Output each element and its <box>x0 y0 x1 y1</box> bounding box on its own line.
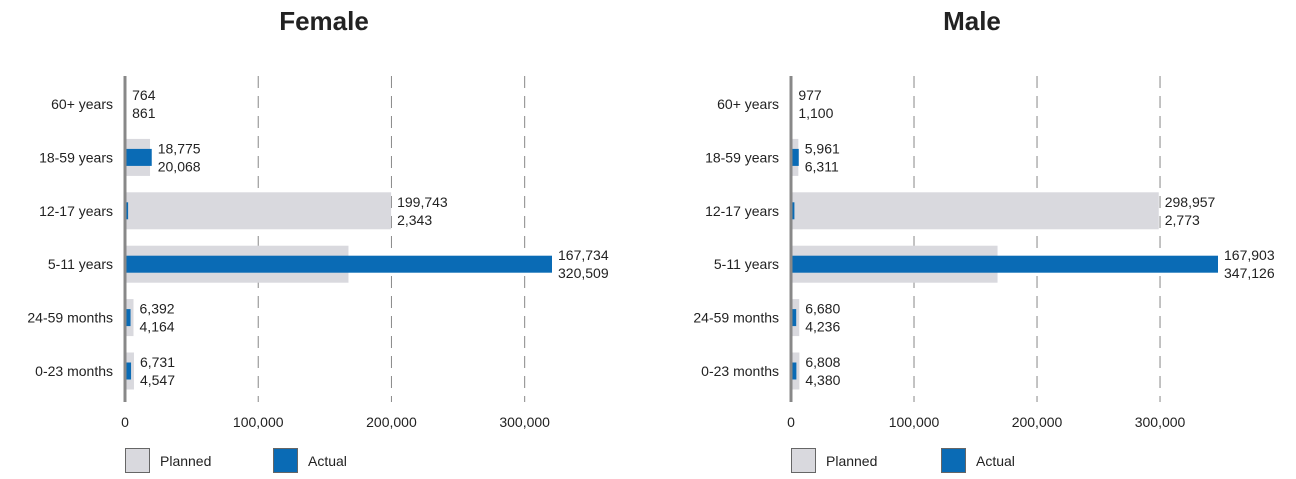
planned-value-label: 167,734 <box>558 247 609 263</box>
legend-label-planned: Planned <box>160 452 212 469</box>
legend-item-actual: Actual <box>273 448 347 473</box>
actual-bar <box>125 148 152 166</box>
actual-value-label: 4,236 <box>805 319 840 335</box>
category-label: 60+ years <box>717 96 779 112</box>
x-tick-label: 300,000 <box>1135 414 1186 430</box>
female-chart-title: Female <box>279 6 369 36</box>
actual-bar <box>791 255 1218 273</box>
planned-value-label: 167,903 <box>1224 247 1275 263</box>
planned-value-label: 6,392 <box>140 301 175 317</box>
actual-swatch <box>941 448 966 473</box>
category-label: 24-59 months <box>693 310 779 326</box>
category-label: 5-11 years <box>48 256 113 272</box>
legend-item-planned: Planned <box>791 448 877 473</box>
category-label: 18-59 years <box>39 149 113 165</box>
planned-value-label: 977 <box>798 87 822 103</box>
actual-value-label: 20,068 <box>158 158 201 174</box>
actual-bar <box>125 255 552 273</box>
x-tick-label: 100,000 <box>889 414 940 430</box>
actual-value-label: 2,773 <box>1165 212 1200 228</box>
x-tick-label: 200,000 <box>1012 414 1063 430</box>
actual-bar <box>125 202 129 220</box>
x-tick-label: 0 <box>121 414 129 430</box>
planned-value-label: 764 <box>132 87 156 103</box>
planned-value-label: 6,808 <box>805 354 840 370</box>
actual-value-label: 2,343 <box>397 212 432 228</box>
planned-value-label: 6,731 <box>140 354 175 370</box>
planned-bar <box>125 192 392 230</box>
x-tick-label: 300,000 <box>499 414 550 430</box>
category-label: 0-23 months <box>701 363 779 379</box>
male-chart-panel: Male 0 100,000 200,000 300,000 60+ years 977 1… <box>648 0 1296 479</box>
planned-value-label: 298,957 <box>1165 194 1216 210</box>
actual-bar <box>791 148 799 166</box>
female-chart-panel: Female 0 100,000 200,000 300,000 60+ years 76… <box>27 6 609 473</box>
planned-swatch <box>791 448 816 473</box>
category-label: 5-11 years <box>714 256 779 272</box>
category-label: 0-23 months <box>35 363 113 379</box>
legend-label-actual: Actual <box>308 452 347 469</box>
category-label: 12-17 years <box>39 203 113 219</box>
category-label: 12-17 years <box>705 203 779 219</box>
category-label: 24-59 months <box>27 310 113 326</box>
x-tick-label: 200,000 <box>366 414 417 430</box>
female-bar-chart: 0 100,000 200,000 300,000 60+ years 764 861 18-… <box>27 76 609 430</box>
actual-value-label: 347,126 <box>1224 265 1275 281</box>
x-tick-label: 0 <box>787 414 795 430</box>
male-bar-chart: 0 100,000 200,000 300,000 60+ years 977 1,100 1… <box>693 76 1275 430</box>
actual-value-label: 4,380 <box>805 372 840 388</box>
planned-swatch <box>125 448 150 473</box>
legend-item-planned: Planned <box>125 448 211 473</box>
planned-value-label: 199,743 <box>397 194 448 210</box>
actual-bar <box>791 362 797 380</box>
actual-value-label: 4,164 <box>140 319 175 335</box>
actual-value-label: 6,311 <box>805 158 839 174</box>
category-label: 18-59 years <box>705 149 779 165</box>
actual-bar <box>791 202 795 220</box>
planned-value-label: 5,961 <box>805 140 840 156</box>
legend-item-actual: Actual <box>941 448 1015 473</box>
planned-value-label: 18,775 <box>158 140 201 156</box>
actual-bar <box>125 309 131 327</box>
legend-label-planned: Planned <box>826 452 878 469</box>
x-tick-label: 100,000 <box>233 414 284 430</box>
legend-label-actual: Actual <box>976 452 1015 469</box>
planned-bar <box>791 192 1159 230</box>
actual-bar <box>125 362 132 380</box>
actual-value-label: 320,509 <box>558 265 609 281</box>
actual-value-label: 1,100 <box>798 105 833 121</box>
male-chart-title: Male <box>943 6 1001 36</box>
category-label: 60+ years <box>51 96 113 112</box>
planned-value-label: 6,680 <box>805 301 840 317</box>
actual-value-label: 861 <box>132 105 156 121</box>
actual-bar <box>791 309 797 327</box>
actual-swatch <box>273 448 298 473</box>
actual-value-label: 4,547 <box>140 372 175 388</box>
